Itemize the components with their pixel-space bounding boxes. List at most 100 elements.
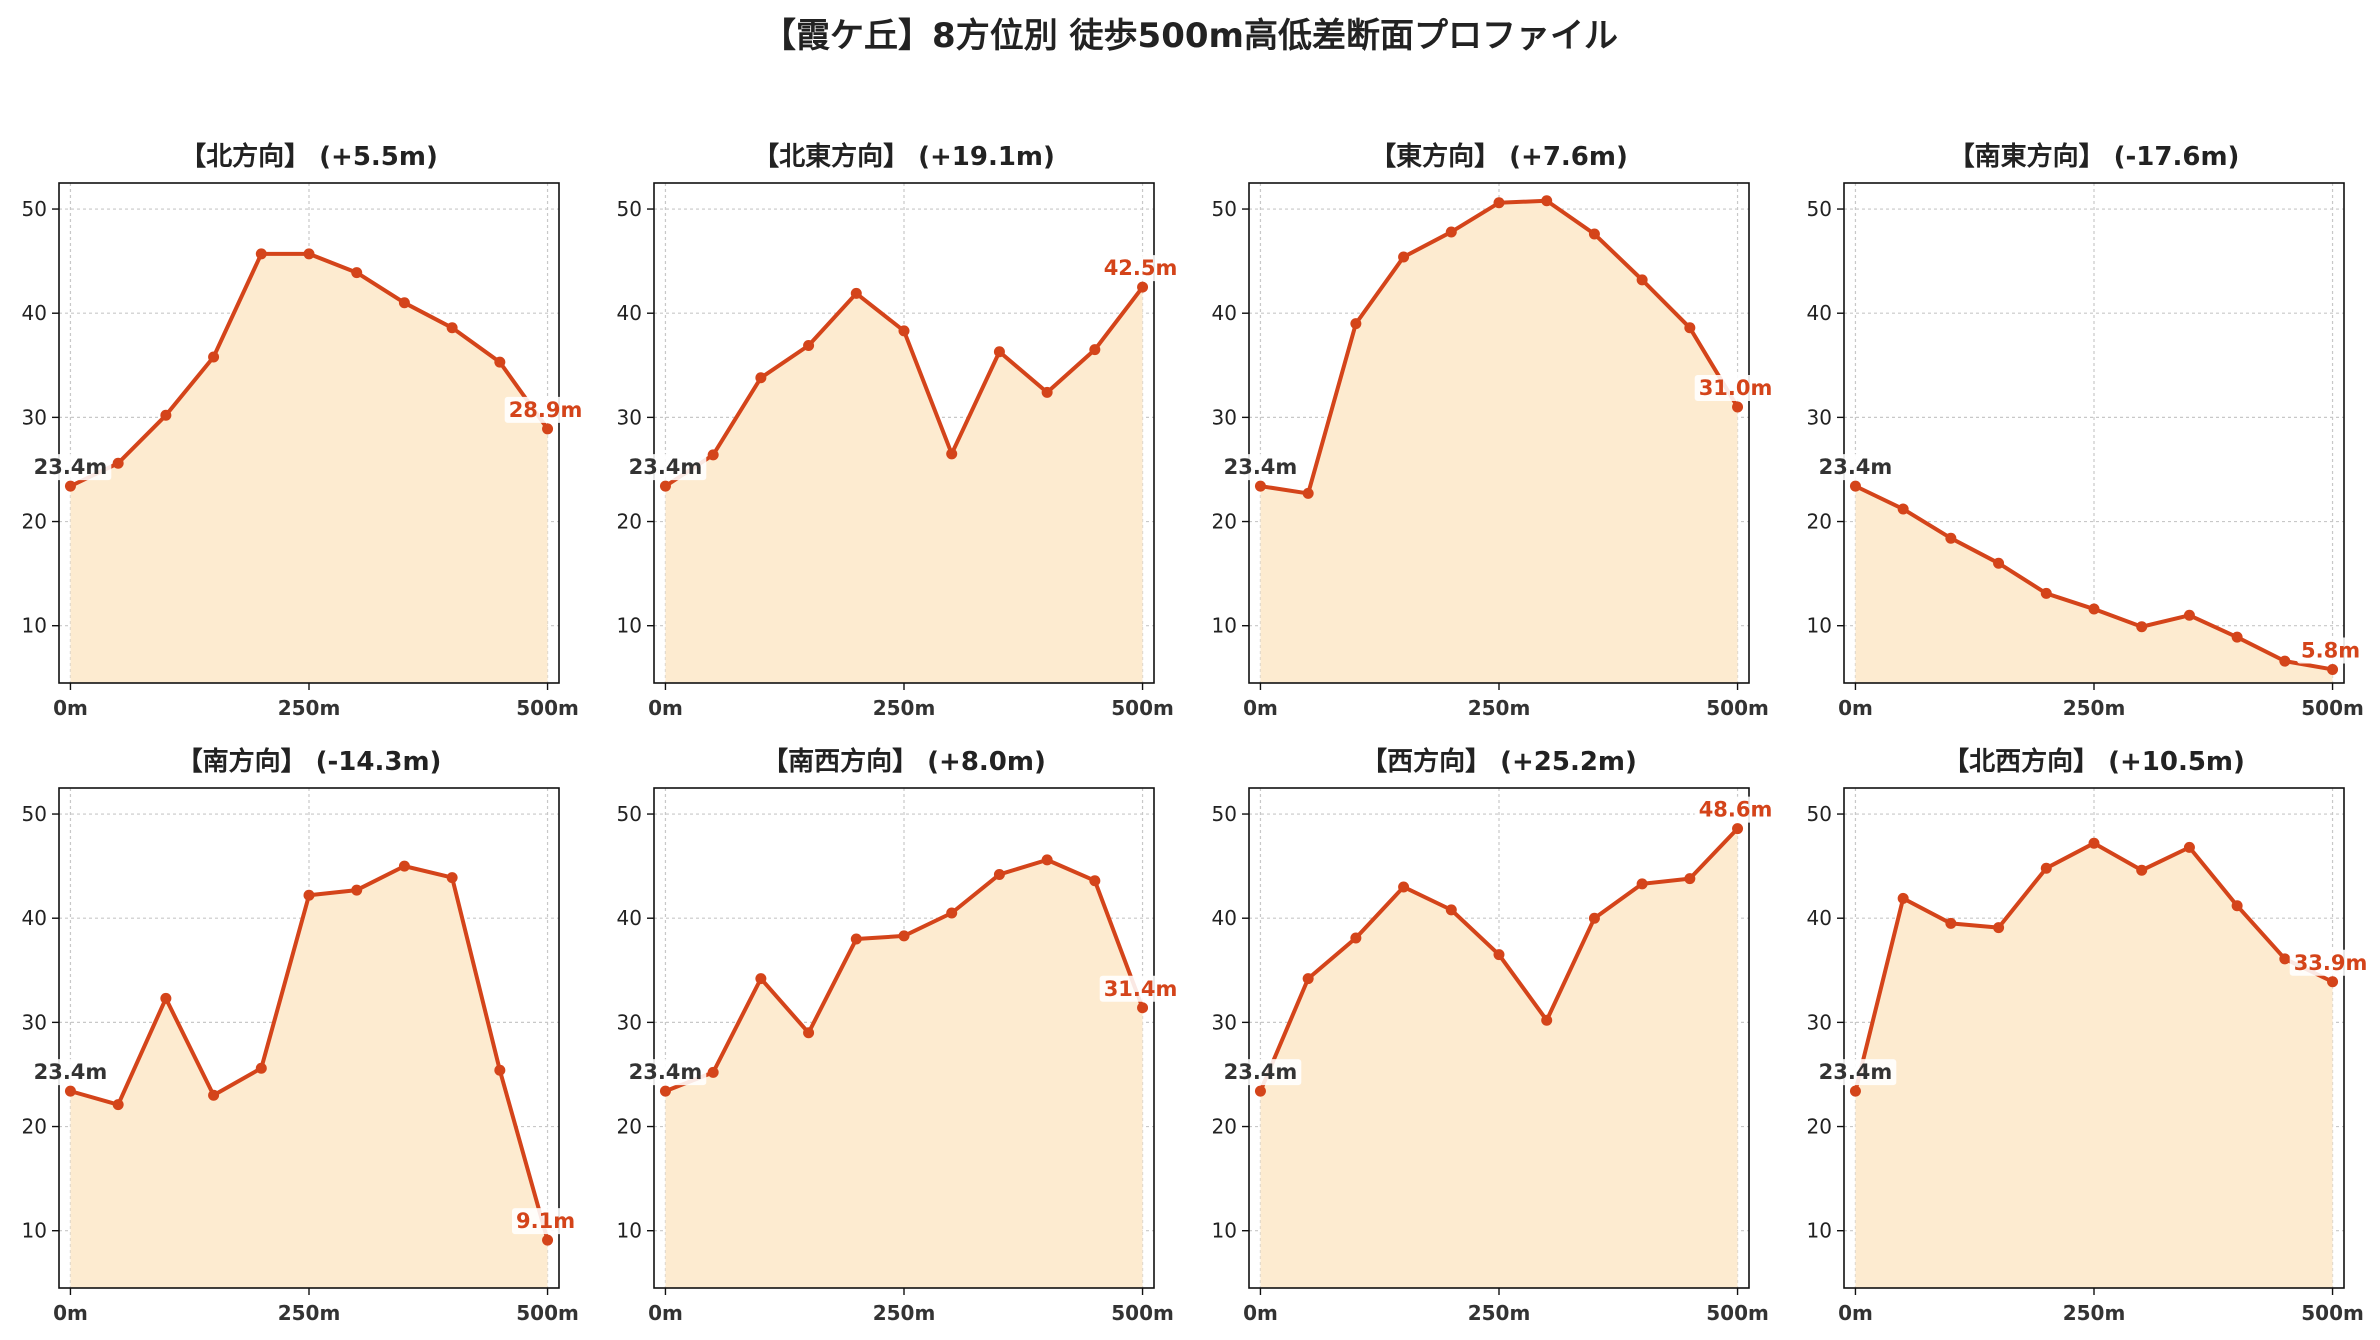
data-point — [1398, 251, 1410, 263]
end-label-box — [1099, 255, 1182, 282]
start-label: 23.4m — [629, 1060, 703, 1084]
data-point — [707, 1066, 719, 1078]
data-point — [946, 448, 958, 460]
data-point — [542, 423, 554, 435]
y-tick-label: 40 — [1212, 906, 1237, 930]
data-point — [1445, 904, 1457, 916]
y-tick-label: 50 — [1212, 802, 1237, 826]
y-tick-label: 10 — [1807, 614, 1832, 638]
data-point — [2231, 900, 2243, 912]
data-point — [1897, 503, 1909, 515]
end-label-box — [1099, 975, 1182, 1002]
data-point — [993, 868, 1005, 880]
start-label: 23.4m — [629, 455, 703, 479]
data-point — [659, 480, 671, 492]
y-tick-label: 40 — [1807, 906, 1832, 930]
start-label-box — [624, 454, 707, 481]
data-point — [1636, 878, 1648, 890]
y-tick-label: 40 — [617, 906, 642, 930]
end-label-box — [512, 1208, 580, 1235]
data-point — [494, 1064, 506, 1076]
panel-title: 【南西方向】 (+8.0m) — [762, 746, 1046, 777]
x-tick-label: 250m — [2063, 1301, 2126, 1325]
data-point — [1041, 386, 1053, 398]
data-point — [1089, 875, 1101, 887]
data-point — [398, 860, 410, 872]
data-point — [1684, 873, 1696, 885]
y-tick-label: 40 — [22, 301, 47, 325]
data-point — [1732, 823, 1744, 835]
x-tick-label: 250m — [873, 1301, 936, 1325]
y-tick-label: 30 — [22, 1010, 47, 1034]
data-point — [2136, 621, 2148, 633]
data-point — [803, 340, 815, 351]
data-point — [208, 351, 220, 363]
data-point — [1445, 226, 1457, 238]
area-fill — [1855, 486, 2333, 683]
y-tick-label: 40 — [1807, 301, 1832, 325]
y-tick-label: 20 — [22, 510, 47, 534]
data-point — [2279, 655, 2291, 667]
x-tick-label: 0m — [1243, 1301, 1278, 1325]
start-label: 23.4m — [1819, 1060, 1893, 1084]
y-tick-label: 50 — [617, 197, 642, 221]
start-label-box — [1219, 454, 1302, 481]
data-point — [898, 325, 910, 337]
x-tick-label: 500m — [2301, 696, 2364, 720]
x-tick-label: 500m — [516, 696, 579, 720]
start-label-box — [1814, 454, 1897, 481]
end-label: 28.9m — [509, 398, 583, 422]
y-tick-label: 10 — [22, 614, 47, 638]
data-point — [1588, 228, 1600, 240]
x-tick-label: 0m — [1243, 696, 1278, 720]
data-point — [446, 322, 458, 334]
data-point — [303, 889, 315, 901]
y-tick-label: 30 — [617, 1010, 642, 1034]
y-tick-label: 50 — [617, 802, 642, 826]
data-point — [1254, 1085, 1266, 1097]
y-tick-label: 20 — [617, 510, 642, 534]
panel-title: 【北西方向】 (+10.5m) — [1943, 746, 2245, 777]
y-tick-label: 20 — [1212, 1115, 1237, 1139]
data-point — [1732, 401, 1744, 413]
data-point — [2183, 609, 2195, 621]
data-point — [1089, 344, 1101, 356]
data-point — [1398, 881, 1410, 893]
data-point — [1897, 892, 1909, 904]
data-point — [1137, 281, 1149, 293]
data-point — [1350, 318, 1362, 330]
start-label-box — [1219, 1059, 1302, 1086]
data-point — [2327, 976, 2339, 988]
data-point — [803, 1027, 815, 1039]
y-tick-label: 10 — [617, 614, 642, 638]
data-point — [1541, 1014, 1553, 1026]
data-point — [755, 973, 767, 985]
x-tick-label: 500m — [1111, 1301, 1174, 1325]
data-point — [2040, 862, 2052, 874]
x-tick-label: 0m — [648, 1301, 683, 1325]
panel-title: 【東方向】 (+7.6m) — [1370, 141, 1628, 172]
end-label: 31.4m — [1104, 977, 1178, 1001]
panel-title: 【南東方向】 (-17.6m) — [1949, 141, 2240, 172]
data-point — [2327, 663, 2339, 675]
data-point — [1302, 973, 1314, 985]
y-tick-label: 50 — [22, 802, 47, 826]
area-fill — [70, 866, 548, 1288]
y-tick-label: 10 — [22, 1219, 47, 1243]
y-tick-label: 30 — [1807, 405, 1832, 429]
area-fill — [1260, 200, 1738, 684]
y-tick-label: 50 — [22, 197, 47, 221]
end-label-box — [1694, 796, 1777, 823]
data-point — [946, 907, 958, 919]
x-tick-label: 250m — [278, 1301, 341, 1325]
data-point — [351, 884, 363, 896]
data-point — [160, 992, 172, 1004]
y-tick-label: 10 — [1212, 1219, 1237, 1243]
